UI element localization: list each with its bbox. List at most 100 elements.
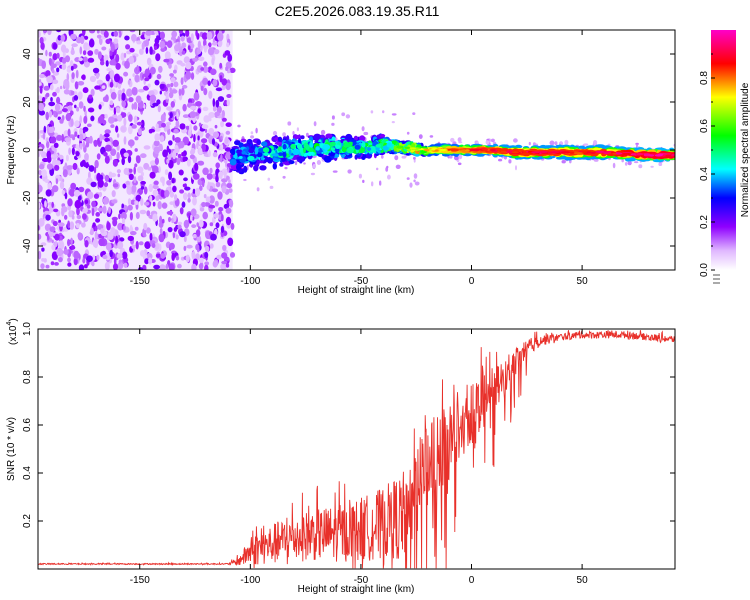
noise-blob <box>206 173 213 180</box>
noise-blob <box>41 247 45 252</box>
noise-blob <box>198 56 205 62</box>
noise-blob <box>207 80 211 86</box>
noise-blob <box>223 99 228 106</box>
noise-blob <box>136 121 143 126</box>
signal-blob <box>345 133 353 142</box>
noise-blob <box>183 219 190 229</box>
noise-blob <box>201 201 206 208</box>
noise-blob <box>83 56 88 63</box>
noise-blob <box>185 125 190 130</box>
noise-blob <box>115 125 119 133</box>
noise-blob <box>69 221 75 230</box>
noise-blob <box>117 82 122 89</box>
noise-blob <box>53 110 57 118</box>
noise-blob <box>124 60 130 69</box>
noise-blob <box>179 207 184 215</box>
noise-blob <box>121 203 124 209</box>
noise-blob <box>38 250 42 260</box>
noise-blob <box>123 167 129 175</box>
halo-blob <box>243 178 247 182</box>
svg-text:(x104): (x104) <box>6 318 19 345</box>
core-blob <box>615 152 623 155</box>
noise-blob <box>134 74 140 83</box>
noise-blob <box>226 42 230 48</box>
noise-blob <box>218 214 222 221</box>
noise-blob <box>221 85 226 91</box>
noise-blob <box>183 245 187 251</box>
noise-blob <box>159 90 162 95</box>
noise-blob <box>91 207 95 217</box>
noise-blob <box>178 30 183 35</box>
noise-blob <box>128 173 134 180</box>
noise-blob <box>166 40 173 48</box>
noise-blob <box>204 245 210 252</box>
noise-blob <box>68 210 73 218</box>
noise-blob <box>85 142 90 148</box>
noise-blob <box>66 67 71 73</box>
noise-blob <box>44 200 47 208</box>
halo-blob <box>272 130 278 136</box>
noise-blob <box>38 95 42 100</box>
noise-blob <box>65 154 69 162</box>
halo-blob <box>292 131 295 136</box>
noise-blob <box>136 40 142 45</box>
halo-blob <box>635 142 639 145</box>
noise-blob <box>54 233 60 241</box>
noise-blob <box>52 79 59 85</box>
noise-blob <box>123 152 129 158</box>
signal-blob <box>361 141 366 148</box>
halo-blob <box>303 162 306 165</box>
noise-blob <box>71 147 75 156</box>
x-tick-label: -150 <box>130 575 150 586</box>
noise-blob <box>140 180 147 185</box>
noise-blob <box>115 54 120 63</box>
noise-blob <box>220 135 223 140</box>
noise-blob <box>155 194 160 201</box>
noise-blob <box>183 177 188 182</box>
noise-blob <box>196 141 199 150</box>
noise-blob <box>229 199 234 208</box>
noise-blob <box>146 210 151 217</box>
noise-blob <box>159 31 165 40</box>
noise-blob <box>41 169 47 177</box>
noise-blob <box>141 42 145 50</box>
noise-blob <box>190 33 194 42</box>
noise-blob <box>104 144 112 152</box>
noise-blob <box>117 241 124 250</box>
signal-blob <box>272 162 277 170</box>
noise-blob <box>209 243 214 249</box>
noise-blob <box>122 88 125 93</box>
signal-blob <box>396 145 404 149</box>
halo-blob <box>282 175 286 179</box>
noise-blob <box>144 258 150 265</box>
signal-blob <box>271 153 279 157</box>
colorbar-ticks: 0.0 0.2 0.4 0.6 0.8 <box>699 53 720 284</box>
noise-blob <box>166 106 173 111</box>
noise-blob <box>87 123 92 128</box>
noise-blob <box>129 224 133 233</box>
noise-blob <box>155 253 161 258</box>
noise-blob <box>166 210 174 215</box>
noise-blob <box>72 136 76 141</box>
noise-blob <box>38 57 41 66</box>
noise-blob <box>204 261 210 266</box>
noise-blob <box>149 46 153 55</box>
noise-blob <box>221 214 224 222</box>
noise-blob <box>212 260 218 268</box>
noise-blob <box>137 166 144 174</box>
noise-blob <box>56 134 63 141</box>
noise-blob <box>70 49 75 55</box>
noise-blob <box>90 115 95 122</box>
noise-blob <box>83 115 88 124</box>
noise-blob <box>87 204 91 209</box>
noise-blob <box>202 167 209 176</box>
halo-blob <box>633 161 639 164</box>
noise-blob <box>171 89 178 94</box>
noise-blob <box>179 231 186 238</box>
noise-blob <box>195 229 201 237</box>
noise-blob <box>219 62 223 69</box>
noise-blob <box>47 30 52 36</box>
noise-blob <box>224 147 232 153</box>
noise-blob <box>123 52 127 58</box>
noise-blob <box>168 263 175 270</box>
